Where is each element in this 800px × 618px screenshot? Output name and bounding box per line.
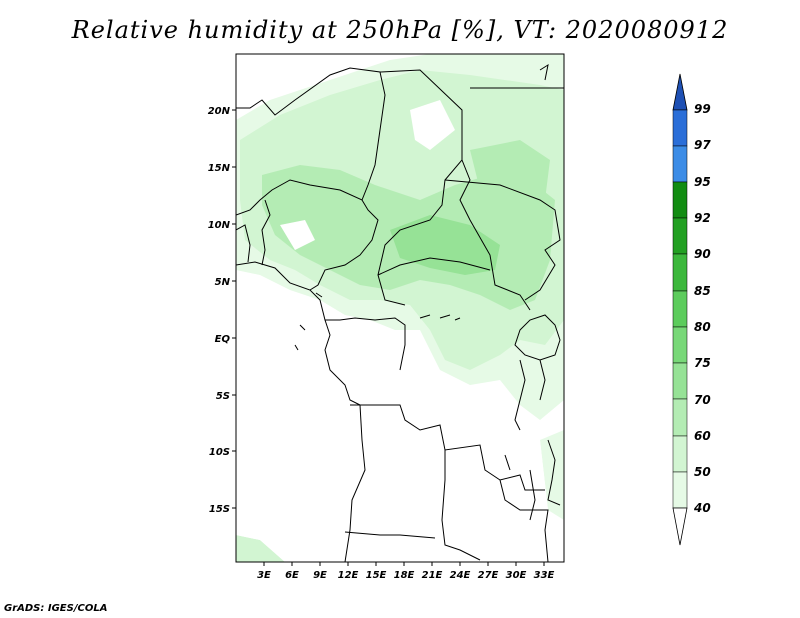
- lat-label: 5N: [215, 277, 231, 288]
- colorbar-label: 85: [694, 284, 711, 298]
- lon-label: 27E: [478, 570, 499, 581]
- humidity-region-southwest: [236, 535, 285, 562]
- colorbar-label: 70: [694, 393, 711, 407]
- lat-label: EQ: [215, 334, 231, 345]
- colorbar-segment: [672, 471, 688, 509]
- country-borders: [236, 63, 564, 562]
- colorbar-segment: [672, 217, 688, 255]
- lat-label: 5S: [216, 391, 230, 402]
- dry-patch: [280, 220, 315, 250]
- colorbar: 99 97 95 92 90 85 80 75 70 60 50 40: [672, 73, 711, 546]
- map-frame: [235, 53, 565, 563]
- colorbar-label: 99: [694, 102, 711, 116]
- colorbar-label: 50: [694, 465, 711, 479]
- lat-label: 10N: [208, 220, 231, 231]
- longitude-axis: 3E 6E 9E 12E 15E 18E 21E 24E 27E 30E 33E: [257, 562, 555, 581]
- lon-label: 9E: [313, 570, 327, 581]
- colorbar-segment: [672, 435, 688, 473]
- lon-label: 3E: [257, 570, 271, 581]
- humidity-field: [236, 54, 564, 562]
- colorbar-label: 90: [694, 247, 711, 261]
- colorbar-label: 97: [694, 138, 711, 152]
- colorbar-label: 95: [694, 175, 711, 189]
- lon-label: 33E: [534, 570, 555, 581]
- lon-label: 24E: [450, 570, 471, 581]
- dry-region-west: [236, 280, 564, 562]
- colorbar-segment: [672, 398, 688, 437]
- lat-label: 20N: [208, 106, 231, 117]
- colorbar-label: 80: [694, 320, 711, 334]
- lat-label: 15S: [209, 504, 230, 515]
- footer-credit: GrADS: IGES/COLA: [4, 603, 108, 614]
- humidity-region-core: [390, 215, 500, 275]
- colorbar-top-arrow: [672, 73, 688, 111]
- colorbar-label: 40: [693, 501, 711, 515]
- lon-label: 12E: [338, 570, 359, 581]
- colorbar-segment: [672, 362, 688, 400]
- colorbar-label: 92: [694, 211, 711, 225]
- colorbar-segment: [672, 326, 688, 364]
- lon-label: 15E: [366, 570, 387, 581]
- lat-label: 15N: [208, 163, 231, 174]
- lon-label: 21E: [422, 570, 443, 581]
- latitude-axis: 20N 15N 10N 5N EQ 5S 10S 15S: [208, 106, 236, 515]
- colorbar-label: 60: [694, 429, 711, 443]
- colorbar-segment: [672, 253, 688, 292]
- lon-label: 30E: [506, 570, 527, 581]
- colorbar-segment: [672, 290, 688, 328]
- colorbar-segment: [672, 145, 688, 183]
- lat-label: 10S: [209, 447, 230, 458]
- colorbar-segment: [672, 109, 688, 147]
- chart-title: Relative humidity at 250hPa [%], VT: 202…: [71, 16, 729, 44]
- humidity-region-east: [470, 140, 550, 210]
- lon-label: 6E: [285, 570, 299, 581]
- colorbar-segment: [672, 181, 688, 219]
- colorbar-bottom-arrow: [672, 507, 688, 546]
- colorbar-label: 75: [694, 356, 711, 370]
- humidity-region-southeast: [540, 430, 564, 520]
- dry-patch-north: [410, 100, 455, 150]
- lon-label: 18E: [394, 570, 415, 581]
